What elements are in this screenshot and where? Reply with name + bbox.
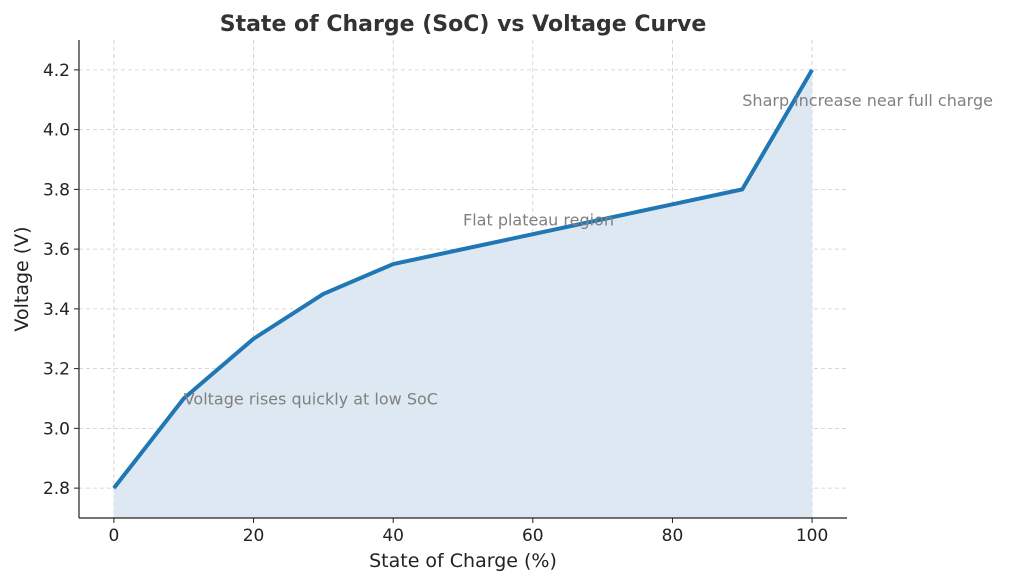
y-tick-label: 2.8: [43, 479, 70, 499]
x-axis-label: State of Charge (%): [369, 550, 557, 572]
x-tick-label: 100: [796, 526, 828, 546]
y-tick-label: 3.6: [43, 240, 70, 260]
x-tick-label: 80: [662, 526, 684, 546]
y-axis-label: Voltage (V): [11, 226, 33, 331]
area-layer: [114, 70, 812, 518]
annotation: Sharp increase near full charge: [742, 91, 993, 110]
y-tick-label: 4.0: [43, 121, 70, 141]
annotation: Voltage rises quickly at low SoC: [184, 390, 438, 409]
x-tick-label: 0: [108, 526, 119, 546]
x-tick-label: 60: [522, 526, 544, 546]
y-tick-label: 3.4: [43, 300, 70, 320]
chart-title: State of Charge (SoC) vs Voltage Curve: [220, 12, 707, 37]
x-tick-label: 40: [382, 526, 404, 546]
y-tick-label: 4.2: [43, 61, 70, 81]
y-tick-label: 3.0: [43, 419, 70, 439]
area-fill: [114, 70, 812, 518]
x-tick-label: 20: [243, 526, 265, 546]
y-tick-label: 3.2: [43, 360, 70, 380]
y-tick-label: 3.8: [43, 180, 70, 200]
annotation: Flat plateau region: [463, 210, 614, 229]
